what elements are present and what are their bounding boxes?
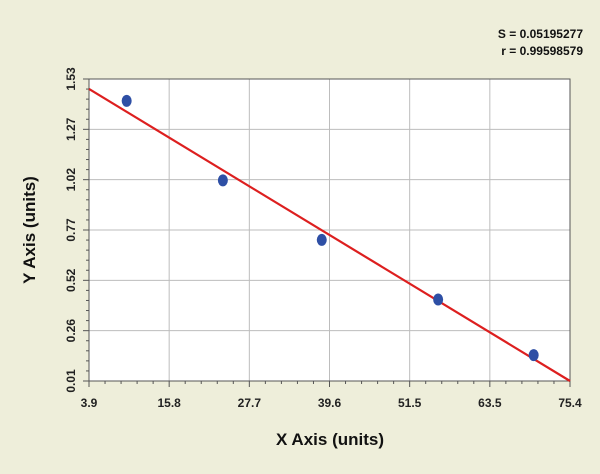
x-tick-label: 27.7 [238, 396, 262, 410]
y-axis-label: Y Axis (units) [20, 176, 39, 284]
data-point [433, 293, 444, 306]
s-statistic: S = 0.05195277 [498, 27, 583, 41]
x-tick-label: 3.9 [81, 396, 98, 410]
y-tick-label: 0.26 [64, 319, 78, 343]
y-tick-label: 1.02 [64, 168, 78, 192]
data-point [121, 94, 132, 107]
y-tick-label: 0.01 [64, 369, 78, 393]
y-tick-label: 1.27 [64, 117, 78, 141]
y-tick-label: 1.53 [64, 67, 78, 91]
r-statistic: r = 0.99598579 [501, 44, 583, 58]
y-tick-label: 0.52 [64, 268, 78, 292]
y-tick-label: 0.77 [64, 218, 78, 242]
x-tick-label: 75.4 [558, 396, 582, 410]
data-point [528, 349, 539, 362]
data-point [217, 174, 228, 187]
x-tick-label: 39.6 [318, 396, 342, 410]
regression-line [88, 87, 571, 382]
x-axis-label: X Axis (units) [276, 430, 384, 449]
x-tick-label: 15.8 [157, 396, 181, 410]
x-tick-label: 63.5 [478, 396, 502, 410]
x-tick-label: 51.5 [398, 396, 422, 410]
data-point [316, 233, 327, 246]
